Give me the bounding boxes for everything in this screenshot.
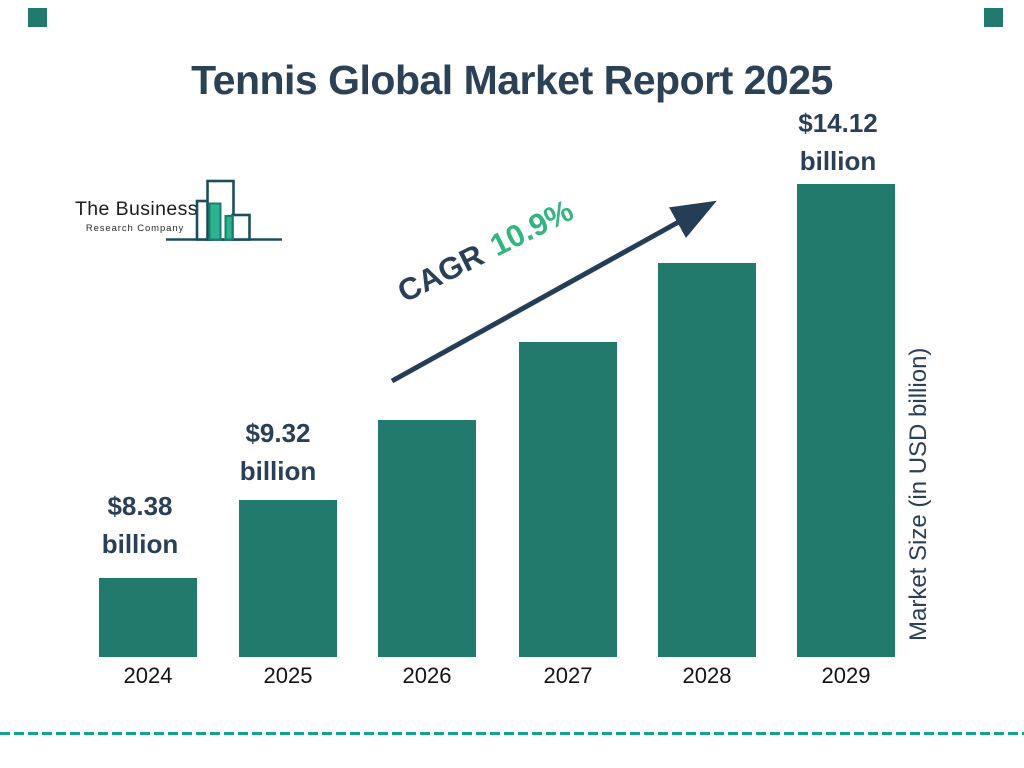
bar-2028 — [658, 263, 756, 657]
y-axis-label: Market Size (in USD billion) — [905, 347, 932, 641]
logo-subname: Research Company — [85, 223, 185, 234]
cagr-value: 10.9% — [484, 192, 579, 264]
bottom-dashed-divider — [0, 732, 1024, 735]
value-label-2025: $9.32 billion — [239, 418, 317, 486]
x-tick-2028: 2028 — [682, 663, 732, 688]
company-logo: The Business Research Company — [75, 198, 198, 234]
bar-2025 — [239, 500, 337, 657]
cagr-annotation: CAGR10.9% — [392, 193, 579, 311]
bar-2027 — [519, 342, 617, 657]
bar-2026 — [378, 420, 476, 657]
x-tick-2026: 2026 — [402, 663, 452, 688]
logo-chart-icon — [166, 179, 282, 241]
corner-accent-right — [984, 8, 1003, 27]
x-tick-2027: 2027 — [543, 663, 593, 688]
x-tick-2029: 2029 — [821, 663, 871, 688]
logo-name: The Business — [75, 198, 198, 220]
x-tick-2025: 2025 — [263, 663, 313, 688]
value-label-2024: $8.38 billion — [101, 491, 179, 559]
bar-2024 — [99, 578, 197, 657]
cagr-label: CAGR — [391, 237, 490, 310]
page-title: Tennis Global Market Report 2025 — [191, 57, 833, 104]
bar-2029 — [797, 184, 895, 657]
x-tick-2024: 2024 — [123, 663, 173, 688]
value-label-2029: $14.12 billion — [798, 108, 878, 176]
corner-accent-left — [28, 8, 47, 27]
